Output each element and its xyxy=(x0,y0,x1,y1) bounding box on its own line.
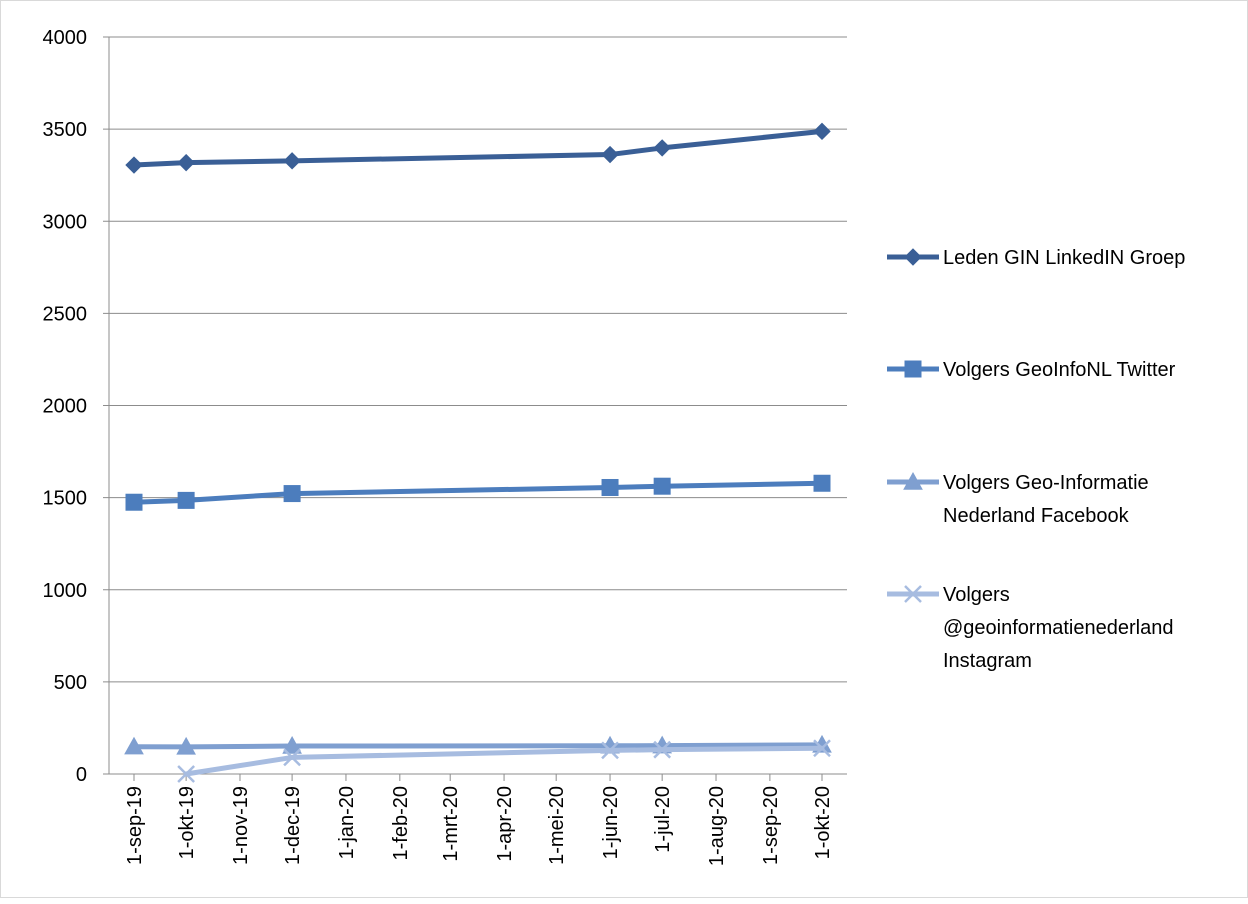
point-marker xyxy=(601,478,619,496)
x-tick-label: 1-feb-20 xyxy=(390,786,412,861)
series-line xyxy=(183,745,825,777)
x-tick-label: 1-dec-19 xyxy=(282,786,304,865)
x-tick-label: 1-sep-19 xyxy=(124,786,146,865)
point-marker xyxy=(176,736,196,755)
series-2 xyxy=(125,474,831,511)
series-lines xyxy=(124,122,832,783)
x-tick-label: 1-sep-20 xyxy=(760,786,782,865)
y-tick-label: 1000 xyxy=(43,580,88,602)
point-marker xyxy=(653,139,671,157)
y-tick-label: 4000 xyxy=(43,27,88,49)
x-tick-label: 1-aug-20 xyxy=(706,786,728,866)
x-tick-label: 1-jul-20 xyxy=(652,786,674,853)
series-line xyxy=(131,128,825,168)
y-tick-label: 1500 xyxy=(43,488,88,510)
y-tick-label: 3500 xyxy=(43,119,88,141)
point-marker xyxy=(283,748,301,767)
legend-label: @geoinformatienederland xyxy=(943,617,1173,639)
point-marker xyxy=(813,474,831,492)
series-1 xyxy=(125,122,831,174)
legend-entry-4: Volgers @geoinformatienederland Instagram xyxy=(887,584,1173,672)
point-marker xyxy=(653,477,671,495)
point-marker xyxy=(601,741,619,760)
point-marker xyxy=(124,736,144,755)
y-tick-label: 3000 xyxy=(43,211,88,233)
series-line xyxy=(131,480,825,505)
series-4 xyxy=(177,739,831,783)
x-tick-label: 1-jan-20 xyxy=(336,786,358,859)
point-marker xyxy=(177,765,196,783)
gridlines xyxy=(109,36,847,683)
legend: Leden GIN LinkedIN Groep Volgers GeoInfoN… xyxy=(887,247,1185,672)
axes: 0 500 1000 1500 2000 2500 3000 3500 4000 1-sep-19… xyxy=(43,27,847,866)
x-tick-label: 1-okt-19 xyxy=(176,786,198,859)
x-tick-label: 1-mei-20 xyxy=(546,786,568,865)
legend-label: Nederland Facebook xyxy=(943,505,1130,527)
x-tick-label: 1-jun-20 xyxy=(600,786,622,859)
legend-entry-2: Volgers GeoInfoNL Twitter xyxy=(887,359,1176,381)
point-marker xyxy=(282,735,302,754)
point-marker xyxy=(125,156,143,174)
y-tick-label: 500 xyxy=(54,672,87,694)
legend-label: Volgers Geo-Informatie xyxy=(943,472,1149,494)
legend-entry-3: Volgers Geo-Informatie Nederland Facebook xyxy=(887,471,1149,527)
point-marker xyxy=(903,471,923,490)
legend-label: Volgers xyxy=(943,584,1010,606)
legend-entry-1: Leden GIN LinkedIN Groep xyxy=(887,247,1185,269)
y-tick-label: 0 xyxy=(76,764,87,786)
point-marker xyxy=(125,493,143,511)
x-tick-label: 1-apr-20 xyxy=(494,786,516,862)
point-marker xyxy=(283,485,301,503)
y-tick-label: 2000 xyxy=(43,396,88,418)
x-tick-label: 1-okt-20 xyxy=(812,786,834,859)
x-tick-label: 1-nov-19 xyxy=(230,786,252,865)
series-line xyxy=(131,742,825,750)
point-marker xyxy=(904,585,922,603)
x-tick-label: 1-mrt-20 xyxy=(440,786,462,862)
point-marker xyxy=(904,360,922,378)
point-marker xyxy=(813,739,831,758)
legend-label: Volgers GeoInfoNL Twitter xyxy=(943,359,1176,381)
y-tick-label: 2500 xyxy=(43,303,88,325)
point-marker xyxy=(283,152,301,170)
point-marker xyxy=(601,145,619,164)
point-marker xyxy=(177,153,195,172)
point-marker xyxy=(653,740,672,759)
point-marker xyxy=(177,491,195,509)
legend-label: Leden GIN LinkedIN Groep xyxy=(943,247,1185,269)
point-marker xyxy=(904,248,922,266)
point-marker xyxy=(813,122,831,141)
legend-label: Instagram xyxy=(943,650,1032,672)
